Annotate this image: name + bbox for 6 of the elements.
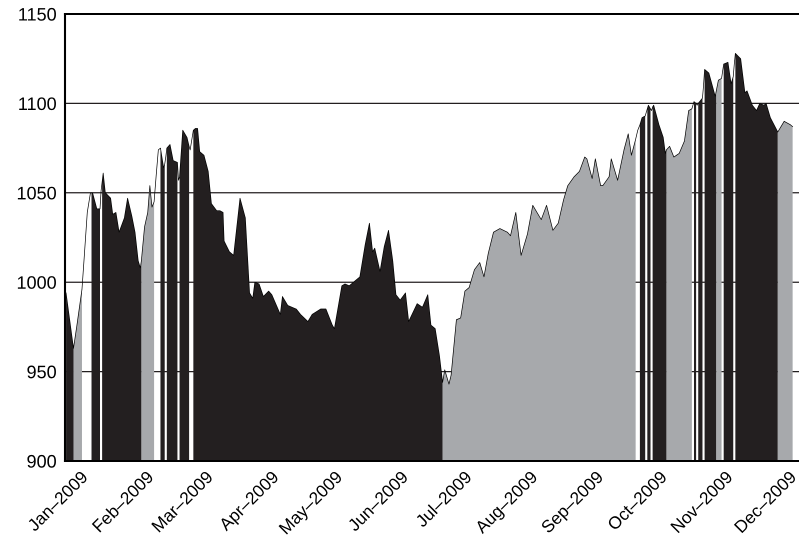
y-tick-label: 1150 bbox=[19, 8, 56, 21]
y-tick-label: 950 bbox=[27, 366, 56, 378]
y-tick-label: 1000 bbox=[18, 276, 56, 289]
y-tick-label: 900 bbox=[27, 454, 56, 468]
y-tick-label: 1100 bbox=[19, 97, 56, 110]
y-tick-label: 1050 bbox=[18, 186, 56, 200]
